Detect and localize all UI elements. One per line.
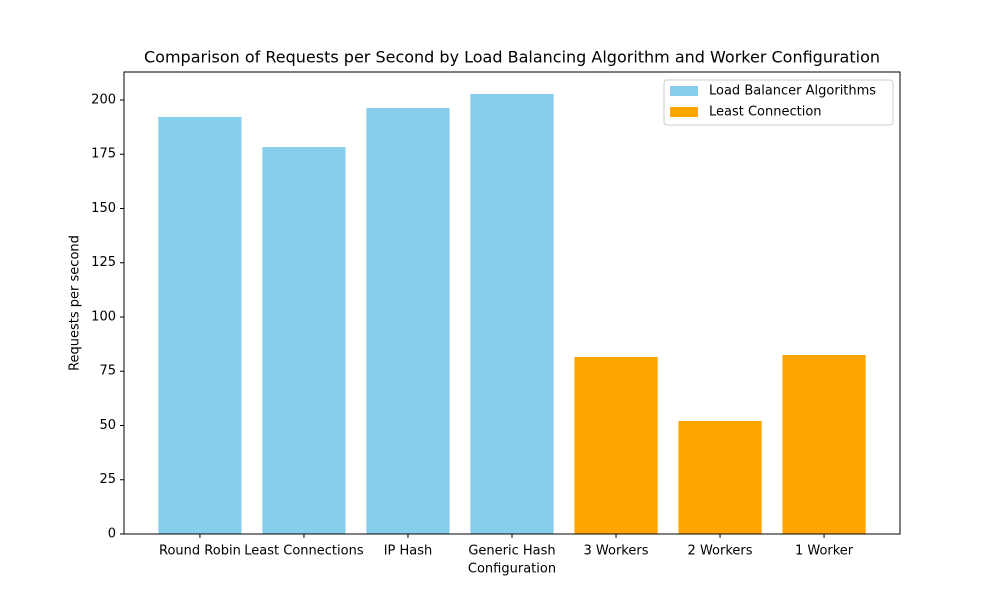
x-tick-label: Round Robin [159,544,241,559]
y-tick-label: 175 [91,147,116,162]
chart-title: Comparison of Requests per Second by Loa… [144,48,880,67]
x-tick-label: 2 Workers [688,544,753,559]
y-tick-label: 50 [99,418,116,433]
legend-label: Load Balancer Algorithms [709,84,876,99]
bar [470,93,554,535]
y-tick-label: 25 [99,472,116,487]
legend-swatch [670,86,698,96]
x-tick-label: 1 Worker [795,544,854,559]
bar [678,420,762,534]
x-tick-label: Least Connections [244,544,364,559]
legend-swatch [670,107,698,117]
bar [574,356,658,534]
legend-box [663,79,894,126]
y-tick-label: 200 [91,92,116,107]
bar [366,108,450,534]
bar [262,147,346,535]
y-tick-label: 0 [108,527,116,542]
plot-frame [123,71,901,535]
bar [158,116,242,534]
legend-label: Least Connection [709,105,822,120]
y-tick-label: 100 [91,309,116,324]
x-tick-label: IP Hash [384,544,433,559]
y-tick-label: 150 [91,201,116,216]
y-tick-label: 125 [91,255,116,270]
bar [782,354,866,534]
y-axis-label: Requests per second [68,235,83,371]
x-axis-label: Configuration [468,562,556,577]
x-tick-label: 3 Workers [584,544,649,559]
x-tick-label: Generic Hash [468,544,555,559]
y-tick-label: 75 [99,364,116,379]
